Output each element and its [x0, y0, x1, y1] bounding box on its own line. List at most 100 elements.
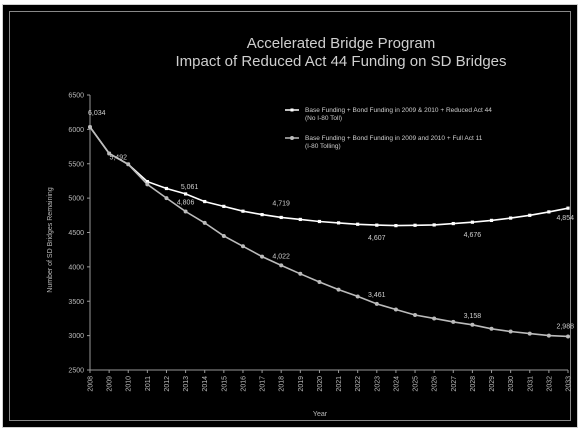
- x-tick-label: 2019: [298, 376, 305, 392]
- y-tick-label: 6500: [68, 93, 84, 100]
- series-2-point: [107, 151, 112, 156]
- legend-label-2: Base Funding + Bond Funding in 2009 and …: [305, 135, 483, 150]
- series-1-point: [547, 210, 551, 214]
- series-1-point: [394, 224, 398, 228]
- data-label: 4,719: [272, 200, 290, 207]
- x-tick-label: 2033: [566, 376, 573, 392]
- data-label: 2,988: [556, 323, 574, 330]
- series-2-point: [393, 307, 398, 312]
- series-1-point: [145, 180, 149, 184]
- series-1-point: [203, 199, 207, 204]
- series-2-point: [413, 313, 418, 317]
- x-tick-label: 2021: [336, 376, 343, 392]
- series-1-point: [413, 223, 417, 227]
- chart-title-line1: Accelerated Bridge Program: [247, 35, 435, 52]
- series-2-point: [298, 271, 303, 276]
- x-tick-label: 2028: [470, 376, 477, 392]
- data-label: 4,022: [272, 253, 290, 260]
- data-label: 5,061: [181, 184, 199, 191]
- series-points: [88, 125, 570, 339]
- series-1-point: [222, 204, 226, 208]
- chart-inner-border: [9, 11, 571, 421]
- x-tick-label: 2024: [393, 376, 400, 392]
- y-tick-label: 2500: [68, 368, 84, 375]
- x-tick-label: 2030: [508, 376, 515, 392]
- x-tick-label: 2023: [374, 376, 381, 392]
- x-tick-label: 2031: [527, 376, 534, 392]
- x-tick-label: 2016: [240, 376, 247, 392]
- series-1-point: [375, 223, 379, 227]
- series-2-point: [279, 263, 284, 268]
- x-tick-label: 2010: [126, 376, 133, 392]
- series-lines: [89, 126, 569, 338]
- series-1-point: [489, 218, 494, 222]
- chart-frame: [2, 4, 578, 428]
- x-tick-label: 2029: [489, 376, 496, 392]
- series-2-point: [240, 244, 245, 249]
- series-2-point: [546, 333, 551, 338]
- series-2-point: [164, 196, 169, 201]
- axes: [87, 94, 569, 373]
- series-1-line: [89, 126, 569, 227]
- y-axis-label: Number of SD Bridges Remaining: [47, 187, 54, 293]
- series-1-point: [356, 222, 360, 226]
- series-1-point: [241, 209, 245, 213]
- data-label: 3,461: [368, 292, 386, 299]
- series-2-point: [260, 254, 265, 259]
- legend-label-1: Base Funding + Bond Funding in 2009 & 20…: [305, 107, 492, 122]
- data-label: 3,158: [464, 313, 482, 320]
- x-tick-label: 2014: [202, 376, 209, 392]
- series-1-point: [184, 192, 188, 196]
- series-1-point: [298, 217, 302, 222]
- series-2-point: [489, 326, 494, 331]
- series-2-point: [470, 322, 475, 327]
- series-2-point: [221, 233, 226, 238]
- y-tick-label: 3500: [68, 299, 84, 306]
- data-labels: 6,034 5,492 5,061 4,719 4,607 4,676 4,854 4,806…: [88, 110, 574, 330]
- x-tick-label: 2012: [164, 376, 171, 392]
- y-tick-label: 6000: [68, 127, 84, 134]
- x-tick-label: 2018: [279, 376, 286, 392]
- series-1-point: [336, 221, 341, 225]
- y-tick-label: 3000: [68, 333, 84, 340]
- series-1-point: [260, 213, 264, 217]
- x-tick-label: 2026: [432, 376, 439, 392]
- series-2-point: [374, 301, 379, 306]
- legend-marker-2: [290, 136, 294, 140]
- series-1-point: [432, 223, 436, 227]
- x-tick-label: 2013: [183, 376, 190, 392]
- series-2-point: [202, 220, 207, 225]
- series-1-point: [509, 216, 513, 220]
- series-1-point: [566, 206, 570, 210]
- series-1-point: [317, 219, 322, 224]
- series-2-line: [89, 126, 569, 338]
- x-tick-label: 2011: [145, 376, 152, 391]
- series-1-point: [528, 213, 532, 217]
- x-tick-label: 2022: [355, 376, 362, 392]
- series-1-point: [451, 221, 455, 226]
- series-1-point: [279, 215, 283, 220]
- x-tick-label: 2015: [221, 376, 228, 392]
- data-label: 4,854: [556, 215, 574, 222]
- series-2-point: [88, 125, 92, 130]
- y-tick-label: 5500: [68, 161, 84, 168]
- legend-marker-1: [290, 108, 294, 112]
- data-label: 6,034: [88, 110, 106, 117]
- series-2-point: [508, 329, 513, 334]
- x-tick-label: 2027: [451, 376, 458, 392]
- x-tick-label: 2032: [546, 376, 553, 392]
- series-2-point: [355, 294, 360, 299]
- x-axis-label: Year: [313, 411, 328, 418]
- series-1-point: [164, 186, 169, 191]
- series-2-point: [432, 316, 437, 321]
- x-tick-labels: 2008 2009 2010 2011 2012 2013 2014 2015 2016 2017…: [88, 376, 573, 392]
- data-label: 5,492: [109, 154, 127, 161]
- y-tick-label: 4000: [68, 264, 84, 271]
- series-2-point: [183, 209, 188, 214]
- data-label: 4,676: [464, 232, 482, 239]
- y-tick-label: 5000: [68, 196, 84, 203]
- x-tick-label: 2008: [88, 376, 95, 392]
- series-2-point: [145, 182, 150, 187]
- series-2-point: [317, 280, 322, 284]
